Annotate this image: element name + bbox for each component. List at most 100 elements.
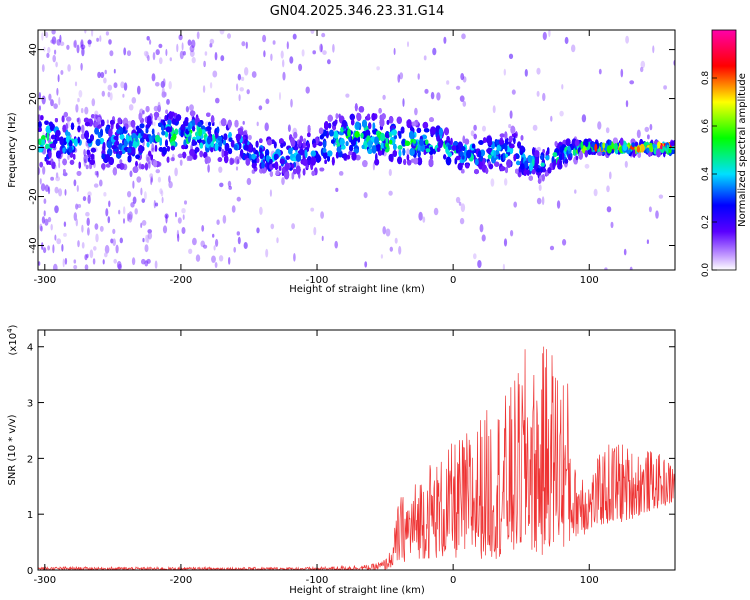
heat-cell (513, 201, 517, 208)
heat-cell (46, 160, 50, 165)
heat-cell (319, 167, 325, 172)
heat-cell (87, 227, 90, 236)
heat-cell (623, 248, 627, 256)
heat-cell (259, 206, 263, 215)
heat-cell (564, 36, 569, 45)
heat-cell (538, 184, 542, 191)
heat-cell (162, 78, 166, 87)
heat-cell (227, 33, 231, 39)
heat-cell (223, 150, 229, 157)
heat-cell (99, 179, 103, 187)
heat-cell (84, 264, 89, 270)
heat-cell (61, 244, 64, 252)
heat-cell (157, 101, 161, 110)
heat-cell (181, 227, 186, 234)
heat-cell (233, 246, 236, 253)
heat-cell (204, 121, 210, 127)
heat-cell (334, 240, 339, 249)
heat-cell (151, 128, 155, 135)
heat-cell (132, 166, 139, 174)
heat-cell (179, 50, 184, 60)
heat-cell (60, 70, 64, 75)
heat-cell (537, 146, 541, 152)
heat-cell (407, 41, 409, 48)
heat-cell (418, 211, 423, 221)
heat-cell (130, 202, 135, 208)
heat-cell (644, 126, 650, 133)
heat-cell (478, 140, 484, 145)
heat-cell (115, 141, 120, 146)
heat-cell (423, 128, 430, 133)
heat-cell (460, 203, 466, 213)
heat-cell (182, 214, 185, 221)
heat-cell (179, 159, 183, 166)
heat-cell (320, 211, 324, 219)
heat-cell (55, 61, 58, 68)
heat-cell (132, 196, 137, 204)
heat-cell (554, 141, 558, 147)
heat-cell (313, 226, 317, 236)
heat-cell (332, 43, 335, 53)
heat-cell (168, 175, 171, 183)
heat-cell (534, 162, 538, 170)
heat-cell (388, 168, 392, 177)
heat-cell (139, 123, 145, 129)
heat-cell (305, 86, 310, 94)
heat-cell (131, 257, 136, 266)
heat-cell (151, 143, 155, 152)
heat-cell (414, 107, 418, 116)
heat-cell (169, 57, 172, 62)
heat-cell (164, 131, 168, 138)
heat-cell (81, 124, 85, 134)
heat-cell (93, 183, 99, 188)
heat-cell (470, 130, 475, 137)
heat-cell (109, 50, 114, 57)
heat-cell (94, 223, 99, 230)
heat-cell (185, 106, 189, 113)
heat-cell (234, 119, 239, 128)
heat-cell (450, 137, 453, 147)
heat-cell (236, 231, 240, 236)
heat-cell (113, 258, 117, 264)
heat-cell (508, 124, 512, 129)
heat-cell (487, 154, 492, 159)
heat-cell (536, 90, 540, 97)
heat-cell (458, 201, 462, 206)
heat-cell (94, 127, 99, 135)
heat-cell (84, 30, 87, 34)
heat-cell (41, 139, 45, 146)
heat-cell (301, 49, 305, 57)
heat-cell (269, 171, 273, 177)
heat-cell (459, 95, 465, 102)
heat-cell (504, 178, 508, 186)
heat-cell (502, 263, 505, 270)
heat-cell (38, 92, 42, 100)
heat-cell (123, 218, 125, 224)
heat-cell (66, 44, 70, 50)
heat-cell (43, 210, 46, 217)
heat-cell (147, 161, 151, 169)
spectrogram-heat-layer (38, 30, 675, 270)
heat-cell (224, 155, 229, 164)
heat-cell (443, 154, 447, 160)
heat-cell (76, 185, 79, 192)
heat-cell (138, 163, 142, 169)
heat-cell (377, 150, 383, 156)
heat-cell (333, 130, 339, 139)
heat-cell (47, 216, 52, 223)
heat-cell (279, 92, 281, 101)
heat-cell (477, 260, 482, 268)
heat-cell (206, 112, 211, 117)
heat-cell (385, 228, 391, 237)
heat-cell (77, 125, 81, 131)
heat-cell (87, 194, 91, 204)
heat-cell (80, 133, 86, 140)
heat-cell (170, 157, 175, 162)
heat-cell (103, 77, 107, 84)
heat-cell (549, 245, 555, 251)
heat-cell (38, 261, 41, 266)
heat-cell (142, 237, 145, 243)
heat-cell (69, 152, 74, 158)
heat-cell (349, 145, 354, 152)
heat-cell (77, 117, 81, 125)
